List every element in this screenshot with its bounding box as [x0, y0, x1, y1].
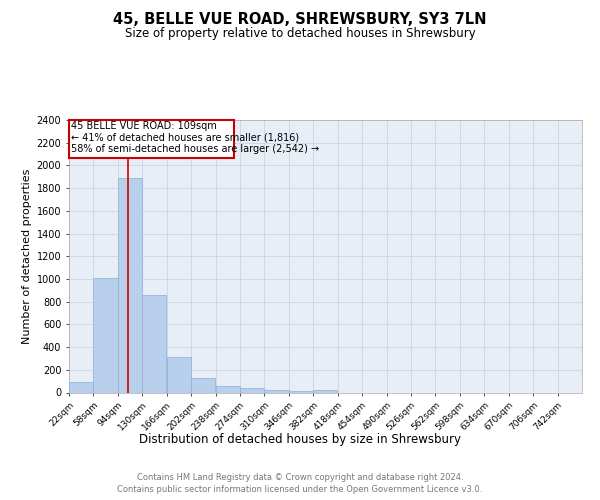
- Bar: [240, 388, 264, 392]
- Text: Contains public sector information licensed under the Open Government Licence v3: Contains public sector information licen…: [118, 485, 482, 494]
- Y-axis label: Number of detached properties: Number of detached properties: [22, 168, 32, 344]
- Bar: [167, 356, 191, 392]
- Bar: [313, 390, 337, 392]
- Text: 58% of semi-detached houses are larger (2,542) →: 58% of semi-detached houses are larger (…: [71, 144, 320, 154]
- Text: Contains HM Land Registry data © Crown copyright and database right 2024.: Contains HM Land Registry data © Crown c…: [137, 472, 463, 482]
- Bar: [191, 378, 215, 392]
- Bar: [69, 382, 93, 392]
- Text: 45, BELLE VUE ROAD, SHREWSBURY, SY3 7LN: 45, BELLE VUE ROAD, SHREWSBURY, SY3 7LN: [113, 12, 487, 28]
- Bar: [118, 178, 142, 392]
- Bar: [68, 120, 234, 158]
- Text: Distribution of detached houses by size in Shrewsbury: Distribution of detached houses by size …: [139, 432, 461, 446]
- Text: ← 41% of detached houses are smaller (1,816): ← 41% of detached houses are smaller (1,…: [71, 132, 299, 142]
- Bar: [215, 386, 239, 392]
- Bar: [94, 278, 118, 392]
- Text: Size of property relative to detached houses in Shrewsbury: Size of property relative to detached ho…: [125, 28, 475, 40]
- Bar: [289, 391, 313, 392]
- Bar: [142, 296, 166, 392]
- Text: 45 BELLE VUE ROAD: 109sqm: 45 BELLE VUE ROAD: 109sqm: [71, 121, 217, 131]
- Bar: [265, 390, 289, 392]
